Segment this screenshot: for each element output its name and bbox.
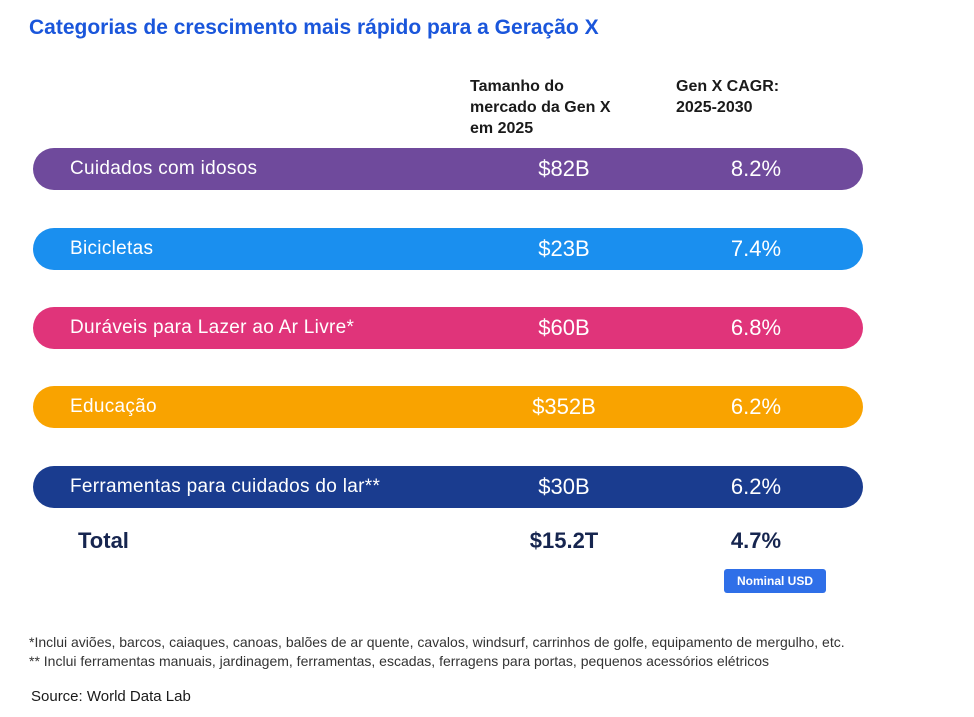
market-size-value: $352B xyxy=(532,394,596,419)
chart-title: Categorias de crescimento mais rápido pa… xyxy=(29,16,599,39)
total-label: Total xyxy=(78,528,129,553)
category-label: Duráveis para Lazer ao Ar Livre* xyxy=(70,317,355,338)
cagr-value: 6.2% xyxy=(730,394,782,419)
cagr-header-line: Gen X CAGR: xyxy=(676,78,780,95)
category-label: Educação xyxy=(70,396,157,417)
footnote: ** Inclui ferramentas manuais, jardinage… xyxy=(29,653,770,669)
category-row: Cuidados com idosos $82B 8.2% xyxy=(33,148,863,190)
market-size-column-header: Tamanho do mercado da Gen X em 2025 xyxy=(470,76,650,139)
cagr-header-line: 2025-2030 xyxy=(676,99,753,116)
footnote: *Inclui aviões, barcos, caiaques, canoas… xyxy=(29,634,845,650)
cagr-value: 7.4% xyxy=(730,236,782,261)
cagr-value: 6.2% xyxy=(730,474,782,499)
total-row: Total $15.2T 4.7% xyxy=(33,520,863,562)
market-size-header-line: em 2025 xyxy=(470,120,534,137)
nominal-usd-badge: Nominal USD xyxy=(724,569,826,593)
total-market-size: $15.2T xyxy=(529,528,599,553)
cagr-value: 8.2% xyxy=(730,156,782,181)
market-size-value: $60B xyxy=(538,315,590,340)
cagr-value: 6.8% xyxy=(730,315,782,340)
total-cagr: 4.7% xyxy=(730,528,782,553)
category-label: Bicicletas xyxy=(70,238,154,259)
category-row: Duráveis para Lazer ao Ar Livre* $60B 6.8% xyxy=(33,307,863,349)
category-row: Bicicletas $23B 7.4% xyxy=(33,228,863,270)
category-label: Ferramentas para cuidados do lar** xyxy=(70,476,381,497)
market-size-header-line: Tamanho do xyxy=(470,78,564,95)
category-row: Ferramentas para cuidados do lar** $30B 6.… xyxy=(33,466,863,508)
category-label: Cuidados com idosos xyxy=(70,158,258,179)
category-row: Educação $352B 6.2% xyxy=(33,386,863,428)
footnotes: *Inclui aviões, barcos, caiaques, canoas… xyxy=(29,633,845,671)
market-size-value: $82B xyxy=(538,156,590,181)
source-note: Source: World Data Lab xyxy=(31,688,191,705)
market-size-header-line: mercado da Gen X xyxy=(470,99,611,116)
cagr-column-header: Gen X CAGR: 2025-2030 xyxy=(676,76,826,118)
market-size-value: $30B xyxy=(538,474,590,499)
market-size-value: $23B xyxy=(538,236,590,261)
